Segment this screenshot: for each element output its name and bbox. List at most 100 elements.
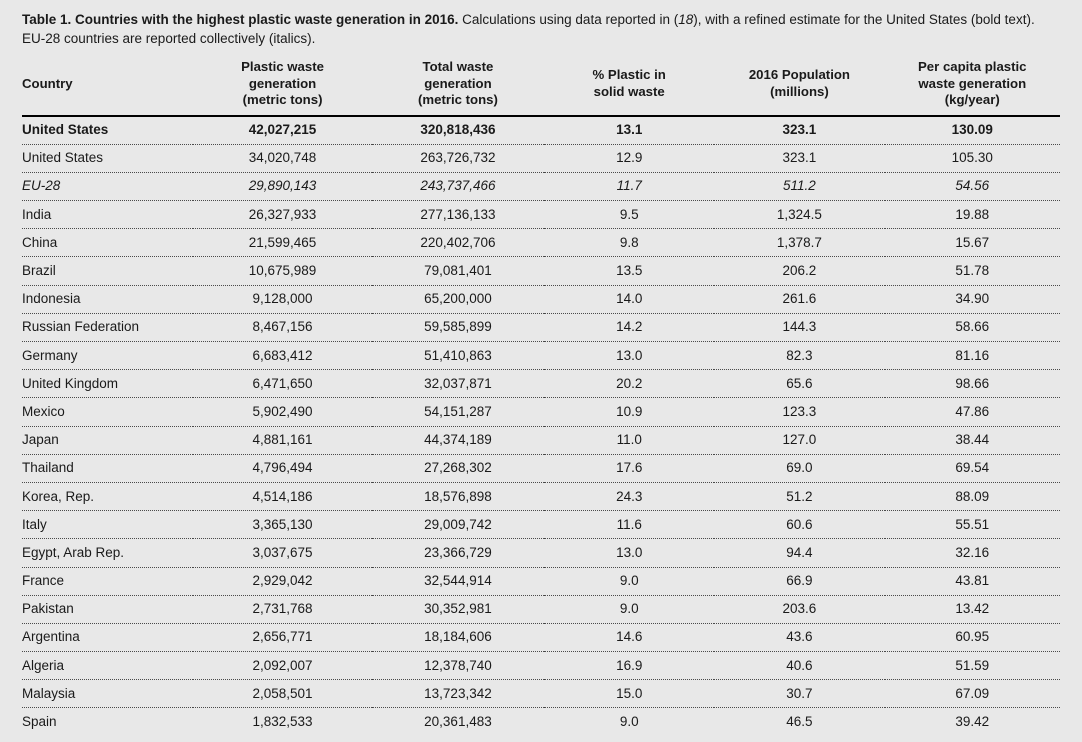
cell-population: 94.4 [714, 538, 885, 568]
cell-per-capita: 15.67 [884, 228, 1060, 258]
cell-plastic-waste-generation: 34,020,748 [193, 144, 372, 173]
cell-plastic-waste-generation: 4,881,161 [193, 426, 372, 455]
cell-plastic-waste-generation: 2,731,768 [193, 595, 372, 624]
cell-pct-plastic: 14.0 [544, 285, 715, 314]
cell-per-capita: 60.95 [884, 623, 1060, 653]
cell-country: India [22, 200, 194, 230]
table-row: Russian Federation 8,467,156 59,585,899 … [22, 313, 1060, 343]
cell-per-capita: 130.09 [884, 115, 1060, 145]
cell-per-capita: 88.09 [884, 482, 1060, 512]
cell-country: EU-28 [22, 172, 194, 202]
cell-pct-plastic: 24.3 [544, 482, 715, 512]
caption-title: Table 1. Countries with the highest plas… [22, 12, 459, 27]
cell-country: Mexico [22, 397, 194, 427]
cell-total-waste-generation: 243,737,466 [371, 172, 545, 202]
table-row: Indonesia 9,128,000 65,200,000 14.0 261.… [22, 285, 1060, 314]
table-row: Mexico 5,902,490 54,151,287 10.9 123.3 4… [22, 397, 1060, 427]
cell-country: China [22, 228, 194, 258]
cell-per-capita: 69.54 [884, 454, 1060, 483]
cell-country: Korea, Rep. [22, 482, 194, 512]
cell-per-capita: 51.59 [884, 651, 1060, 681]
cell-total-waste-generation: 12,378,740 [371, 651, 545, 681]
cell-pct-plastic: 15.0 [544, 679, 715, 709]
cell-population: 123.3 [714, 397, 885, 427]
column-header-population: 2016 Population (millions) [714, 57, 885, 117]
cell-plastic-waste-generation: 42,027,215 [193, 115, 372, 145]
cell-pct-plastic: 9.0 [544, 567, 715, 596]
cell-population: 511.2 [714, 172, 885, 202]
cell-total-waste-generation: 44,374,189 [371, 426, 545, 455]
cell-country: United States [22, 115, 194, 145]
cell-per-capita: 34.90 [884, 285, 1060, 314]
cell-country: Thailand [22, 454, 194, 483]
cell-pct-plastic: 9.8 [544, 228, 715, 258]
table-row: United States 34,020,748 263,726,732 12.… [22, 144, 1060, 173]
cell-plastic-waste-generation: 2,092,007 [193, 651, 372, 681]
table-row: Germany 6,683,412 51,410,863 13.0 82.3 8… [22, 341, 1060, 371]
table-row: Korea, Rep. 4,514,186 18,576,898 24.3 51… [22, 482, 1060, 512]
cell-total-waste-generation: 277,136,133 [371, 200, 545, 230]
cell-population: 82.3 [714, 341, 885, 371]
caption-reference-number: 18 [678, 12, 694, 27]
cell-plastic-waste-generation: 26,327,933 [193, 200, 372, 230]
table-row: EU-28 29,890,143 243,737,466 11.7 511.2 … [22, 172, 1060, 202]
cell-per-capita: 67.09 [884, 679, 1060, 709]
column-header-country: Country [22, 57, 194, 117]
cell-population: 43.6 [714, 623, 885, 653]
column-header-total-waste-generation: Total waste generation (metric tons) [371, 57, 545, 117]
cell-population: 323.1 [714, 144, 885, 173]
table-row: Egypt, Arab Rep. 3,037,675 23,366,729 13… [22, 538, 1060, 568]
cell-country: Germany [22, 341, 194, 371]
cell-population: 1,324.5 [714, 200, 885, 230]
cell-plastic-waste-generation: 1,832,533 [252, 714, 313, 730]
cell-per-capita: 38.44 [884, 426, 1060, 455]
cell-population: 30.7 [714, 679, 885, 709]
cell-country: France [22, 567, 194, 596]
cell-pct-plastic: 11.7 [544, 172, 715, 202]
cell-country: Algeria [22, 651, 194, 681]
cell-pct-plastic: 9.5 [544, 200, 715, 230]
cell-plastic-waste-generation: 2,058,501 [193, 679, 372, 709]
table-row: Argentina 2,656,771 18,184,606 14.6 43.6… [22, 623, 1060, 653]
table-caption: Table 1. Countries with the highest plas… [22, 10, 1060, 48]
cell-total-waste-generation: 13,723,342 [371, 679, 545, 709]
cell-total-waste-generation: 32,037,871 [371, 369, 545, 399]
cell-country: Malaysia [22, 679, 194, 709]
cell-plastic-waste-generation: 3,365,130 [193, 510, 372, 540]
cell-plastic-waste-generation: 8,467,156 [193, 313, 372, 343]
cell-total-waste-generation: 20,361,483 [424, 714, 492, 730]
table-row: Pakistan 2,731,768 30,352,981 9.0 203.6 … [22, 595, 1060, 624]
cell-population: 1,378.7 [714, 228, 885, 258]
table-row: France 2,929,042 32,544,914 9.0 66.9 43.… [22, 567, 1060, 596]
cell-population: 127.0 [714, 426, 885, 455]
cell-total-waste-generation: 54,151,287 [371, 397, 545, 427]
table-row: United States 42,027,215 320,818,436 13.… [22, 115, 1060, 145]
cell-total-waste-generation: 320,818,436 [371, 115, 545, 145]
cell-total-waste-generation: 220,402,706 [371, 228, 545, 258]
cell-pct-plastic: 17.6 [544, 454, 715, 483]
table-row: Spain 1,832,533 20,361,483 9.0 46.5 39.4… [22, 708, 1060, 736]
caption-text-before-ref: Calculations using data reported in ( [458, 12, 679, 27]
cell-plastic-waste-generation: 6,471,650 [193, 369, 372, 399]
cell-per-capita: 19.88 [884, 200, 1060, 230]
cell-plastic-waste-generation: 21,599,465 [193, 228, 372, 258]
cell-country: United States [22, 144, 194, 173]
cell-population: 206.2 [714, 256, 885, 286]
cell-per-capita: 98.66 [884, 369, 1060, 399]
plastic-waste-table: Country Plastic waste generation (metric… [22, 57, 1060, 736]
cell-population: 40.6 [714, 651, 885, 681]
cell-pct-plastic: 9.0 [619, 714, 639, 730]
cell-plastic-waste-generation: 4,514,186 [193, 482, 372, 512]
cell-total-waste-generation: 30,352,981 [371, 595, 545, 624]
cell-population: 323.1 [714, 115, 885, 145]
cell-pct-plastic: 13.0 [544, 538, 715, 568]
cell-plastic-waste-generation: 9,128,000 [193, 285, 372, 314]
cell-pct-plastic: 13.1 [544, 115, 715, 145]
cell-plastic-waste-generation: 29,890,143 [193, 172, 372, 202]
column-header-pct-plastic: % Plastic in solid waste [544, 57, 715, 117]
cell-pct-plastic: 11.0 [544, 426, 715, 455]
cell-per-capita: 55.51 [884, 510, 1060, 540]
cell-population: 65.6 [714, 369, 885, 399]
column-header-per-capita: Per capita plastic waste generation (kg/… [884, 57, 1060, 117]
cell-total-waste-generation: 51,410,863 [371, 341, 545, 371]
